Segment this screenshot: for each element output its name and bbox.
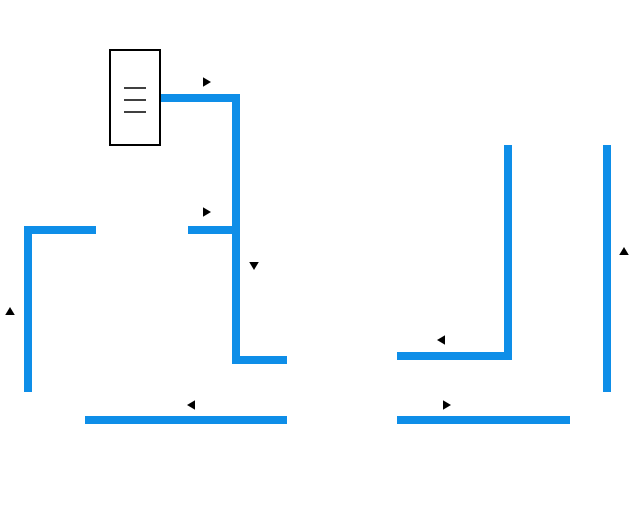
expansion-tank — [110, 50, 160, 145]
hvac-flow-diagram — [0, 0, 640, 512]
